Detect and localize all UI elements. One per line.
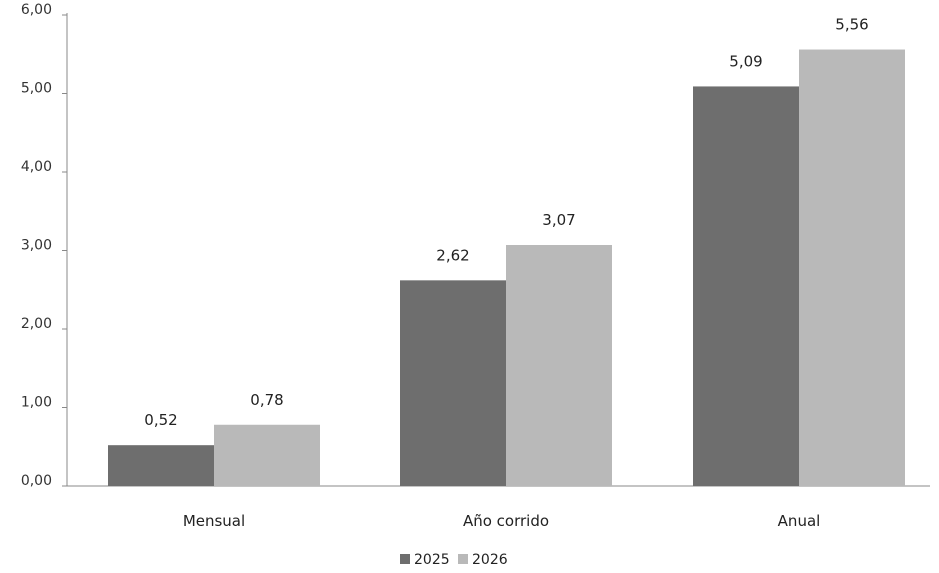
y-tick-label: 2,00 (21, 316, 52, 332)
data-labels: 0,52 2,62 5,09 0,78 3,07 5,56 (144, 16, 868, 430)
legend-label: 2026 (472, 552, 508, 568)
y-tick-label: 3,00 (21, 238, 52, 254)
data-label: 5,56 (835, 16, 868, 34)
bar-2026-0 (214, 424, 320, 486)
bars (108, 49, 905, 486)
bar-2026-2 (799, 49, 905, 486)
legend-swatch (458, 554, 468, 564)
data-label: 0,78 (250, 391, 283, 409)
x-category-label: Mensual (183, 512, 245, 530)
data-label: 5,09 (729, 52, 762, 70)
x-category-label: Año corrido (463, 512, 549, 530)
y-tick-label: 0,00 (21, 473, 52, 489)
legend: 2025 2026 (400, 552, 508, 568)
x-axis: Mensual Año corrido Anual (67, 485, 930, 530)
y-tick-label: 4,00 (21, 159, 52, 175)
y-tick-label: 6,00 (21, 2, 52, 18)
data-label: 0,52 (144, 411, 177, 429)
x-category-label: Anual (778, 512, 821, 530)
bar-2025-0 (108, 445, 214, 486)
bar-2026-1 (506, 245, 612, 486)
y-tick-label: 1,00 (21, 395, 52, 411)
y-axis: 0,00 1,00 2,00 3,00 4,00 5,00 6,00 (21, 2, 68, 489)
legend-label: 2025 (414, 552, 450, 568)
data-label: 3,07 (542, 211, 575, 229)
y-tick-label: 5,00 (21, 81, 52, 97)
legend-swatch (400, 554, 410, 564)
bar-2025-1 (400, 280, 506, 486)
bar-2025-2 (693, 86, 799, 486)
data-label: 2,62 (436, 246, 469, 264)
